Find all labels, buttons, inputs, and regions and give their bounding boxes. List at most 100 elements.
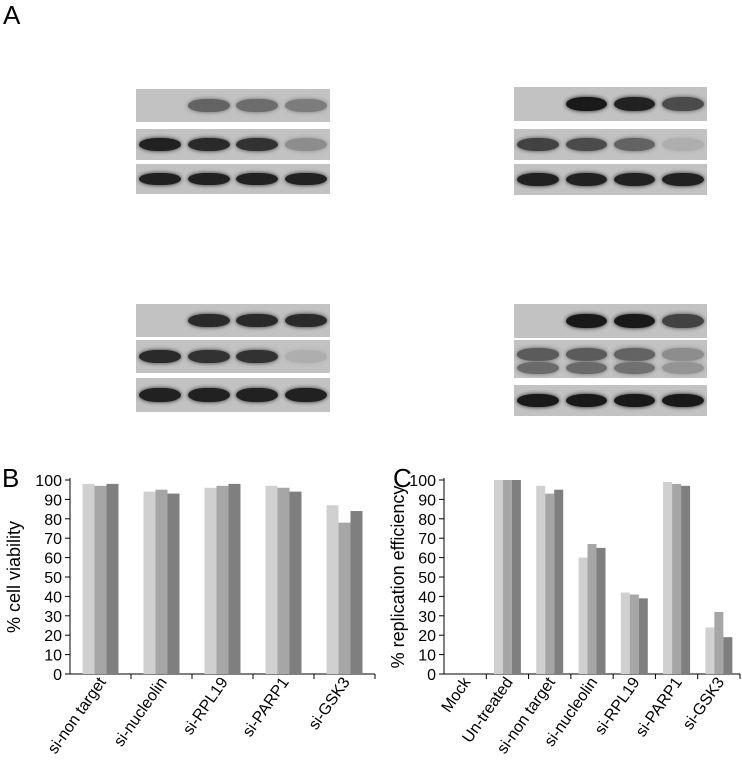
blot-band <box>662 393 704 407</box>
bar <box>326 505 339 674</box>
bar <box>587 544 597 674</box>
y-axis-title: % cell viability <box>4 521 24 633</box>
blot-strip <box>514 87 707 121</box>
x-tick-label: si-GSK3 <box>306 674 354 733</box>
x-tick-label: si-nucleolin <box>111 675 171 750</box>
blot-band <box>613 348 656 361</box>
y-tick-label: 0 <box>427 667 436 684</box>
blot-band <box>284 387 327 403</box>
bar <box>511 480 521 674</box>
blot-band <box>517 172 559 186</box>
blot-band <box>662 96 704 112</box>
bar <box>629 594 639 674</box>
blot-band <box>187 172 230 186</box>
blot-band <box>139 349 182 364</box>
blot-strip <box>136 340 330 373</box>
y-tick-label: 40 <box>418 589 436 606</box>
blot-band <box>565 393 608 407</box>
x-tick-label: si-PARP1 <box>240 674 293 740</box>
y-tick-label: 40 <box>44 589 62 606</box>
bar <box>289 491 302 674</box>
y-tick-label: 10 <box>418 648 436 665</box>
blot-strip <box>514 340 707 378</box>
bar <box>338 522 351 674</box>
bar <box>620 592 630 674</box>
blot-band <box>613 172 656 186</box>
blot-band <box>662 137 704 151</box>
bar <box>350 511 363 674</box>
blot-band <box>517 137 559 151</box>
bar <box>216 485 229 674</box>
y-tick-label: 70 <box>418 531 436 548</box>
blot-band <box>565 137 608 151</box>
bar <box>167 493 180 674</box>
y-tick-label: 100 <box>35 473 62 490</box>
x-tick-label: si-non target <box>45 674 110 757</box>
blot-band <box>284 349 327 364</box>
blot-band <box>139 137 182 151</box>
bar <box>714 611 724 674</box>
blot-band <box>613 137 656 151</box>
blot-band <box>662 348 704 361</box>
bar <box>493 480 503 674</box>
y-tick-label: 100 <box>409 473 436 490</box>
blot-band <box>236 137 279 151</box>
y-tick-label: 90 <box>44 492 62 509</box>
y-tick-label: 20 <box>44 628 62 645</box>
blot-strip <box>136 129 330 160</box>
bar <box>277 487 290 674</box>
blot-band <box>662 362 704 375</box>
bar <box>705 627 715 674</box>
bar <box>502 480 512 674</box>
x-tick-label: Mock <box>439 674 475 716</box>
blot-band <box>565 348 608 361</box>
bar <box>663 481 673 674</box>
y-tick-label: 80 <box>44 512 62 529</box>
panel-a-letter: A <box>3 0 21 30</box>
bar <box>681 485 691 674</box>
y-axis-title: % replication efficiency <box>388 486 408 669</box>
y-tick-label: 50 <box>418 570 436 587</box>
blot-strip <box>136 164 330 194</box>
bar <box>94 485 107 674</box>
blot-strip <box>514 385 707 416</box>
bar <box>106 483 119 674</box>
bar <box>82 483 95 674</box>
blot-band <box>284 98 327 113</box>
bar <box>596 547 606 674</box>
blot-band <box>565 313 608 329</box>
blot-band <box>517 348 559 361</box>
y-tick-label: 50 <box>44 570 62 587</box>
blot-band <box>613 313 656 329</box>
panel-b-letter: B <box>2 463 20 493</box>
blot-band <box>187 98 230 113</box>
blot-band <box>613 96 656 112</box>
panel-c-letter: C <box>393 463 412 493</box>
blot-strip <box>136 89 330 122</box>
y-tick-label: 10 <box>44 648 62 665</box>
blot-band <box>187 387 230 403</box>
y-tick-label: 90 <box>418 492 436 509</box>
bar <box>578 557 588 674</box>
blot-band <box>565 172 608 186</box>
blot-strip <box>514 164 707 195</box>
bar <box>638 598 648 674</box>
bar <box>204 487 217 674</box>
blot-band <box>565 96 608 112</box>
y-tick-label: 0 <box>53 667 62 684</box>
blot-band <box>517 393 559 407</box>
y-tick-label: 20 <box>418 628 436 645</box>
bar <box>265 485 278 674</box>
blot-strip <box>136 378 330 412</box>
blot-band <box>284 137 327 151</box>
bar <box>672 483 682 674</box>
blot-strip <box>514 304 707 338</box>
y-tick-label: 60 <box>44 551 62 568</box>
blot-band <box>187 137 230 151</box>
blot-band <box>236 172 279 186</box>
bar <box>155 489 168 674</box>
blot-band <box>565 362 608 375</box>
blot-band <box>517 362 559 375</box>
blot-strip <box>514 129 707 160</box>
